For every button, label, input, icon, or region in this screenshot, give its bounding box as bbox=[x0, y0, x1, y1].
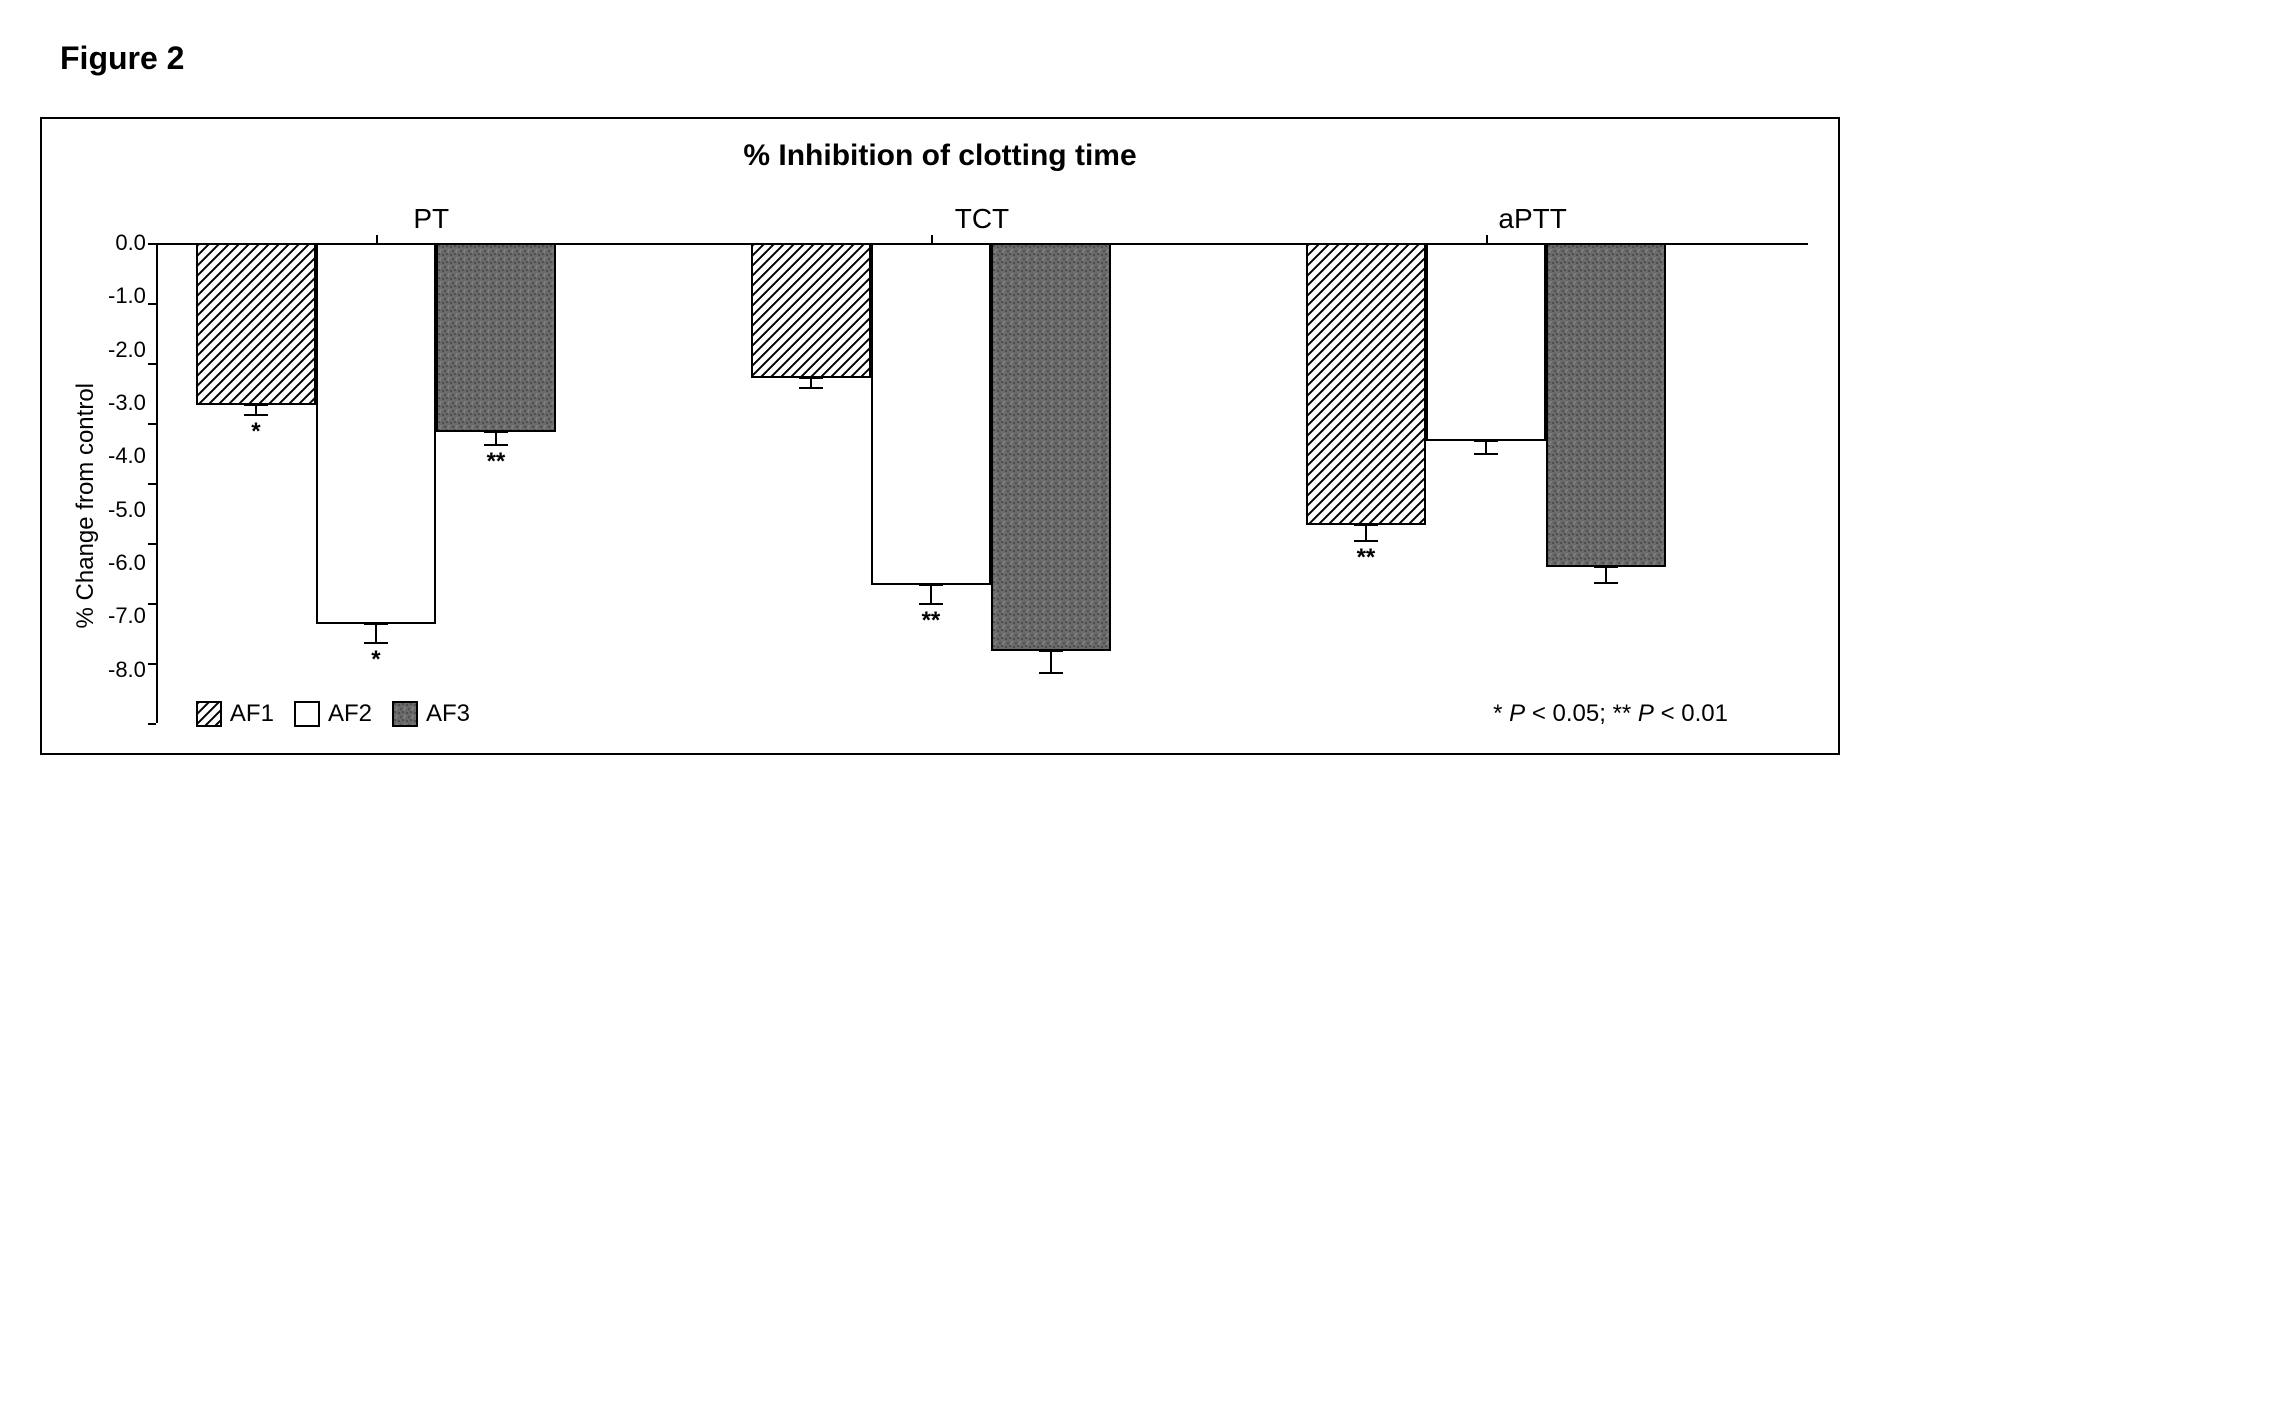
x-tick-mark bbox=[1486, 235, 1488, 243]
y-tick-label: 0.0 bbox=[108, 232, 146, 285]
y-tick-mark bbox=[148, 723, 156, 725]
y-tick-label: -4.0 bbox=[108, 445, 146, 498]
x-tick-mark bbox=[931, 235, 933, 243]
bar bbox=[1306, 243, 1426, 525]
legend-row: AF1 AF2 AF3 * P < 0.05; ** P < 0.01 bbox=[196, 700, 1808, 728]
significance-marker: * bbox=[316, 646, 436, 674]
cmp-1: < 0.05; bbox=[1525, 700, 1612, 727]
error-bar bbox=[1365, 525, 1367, 540]
error-cap bbox=[1474, 440, 1498, 442]
error-cap bbox=[1354, 540, 1378, 542]
error-bar bbox=[1050, 651, 1052, 672]
error-bar bbox=[930, 585, 932, 603]
legend-swatch bbox=[196, 701, 222, 727]
bar bbox=[871, 243, 991, 585]
error-cap bbox=[244, 414, 268, 416]
y-axis-ticks: 0.0-1.0-2.0-3.0-4.0-5.0-6.0-7.0-8.0 bbox=[108, 243, 146, 723]
legend-item: AF3 bbox=[392, 700, 470, 728]
bar bbox=[1426, 243, 1546, 441]
sig-single: * bbox=[1493, 700, 1509, 727]
error-cap bbox=[244, 404, 268, 406]
significance-marker: ** bbox=[436, 448, 556, 476]
error-bar bbox=[495, 432, 497, 444]
y-tick-label: -6.0 bbox=[108, 552, 146, 605]
bar bbox=[316, 243, 436, 624]
p-symbol-2: P bbox=[1638, 700, 1654, 727]
error-bar bbox=[375, 624, 377, 642]
error-cap bbox=[799, 377, 823, 379]
bar bbox=[751, 243, 871, 378]
error-cap bbox=[484, 444, 508, 446]
plot-area: PTTCTaPTT AF1AF2AF3 * P < 0.05; ** P < 0… bbox=[156, 203, 1808, 723]
error-cap bbox=[364, 623, 388, 625]
error-bar bbox=[810, 378, 812, 387]
plot-wrapper: % Change from control 0.0-1.0-2.0-3.0-4.… bbox=[72, 203, 1808, 723]
bar bbox=[1546, 243, 1666, 567]
error-cap bbox=[919, 603, 943, 605]
legend-label: AF3 bbox=[426, 700, 470, 728]
error-cap bbox=[799, 387, 823, 389]
error-bar bbox=[255, 405, 257, 414]
significance-marker: ** bbox=[871, 607, 991, 635]
chart-frame: % Inhibition of clotting time % Change f… bbox=[40, 117, 1840, 755]
y-tick-label: -7.0 bbox=[108, 605, 146, 658]
y-tick-label: -8.0 bbox=[108, 659, 146, 712]
error-bar bbox=[1485, 441, 1487, 453]
y-tick-label: -2.0 bbox=[108, 339, 146, 392]
legend-item: AF2 bbox=[294, 700, 372, 728]
y-tick-label: -5.0 bbox=[108, 499, 146, 552]
bar bbox=[196, 243, 316, 405]
error-cap bbox=[1594, 582, 1618, 584]
significance-marker: ** bbox=[1306, 544, 1426, 572]
group-label: PT bbox=[156, 203, 707, 243]
legend-label: AF1 bbox=[230, 700, 274, 728]
bar bbox=[436, 243, 556, 432]
significance-marker: * bbox=[196, 418, 316, 446]
legend-item: AF1 bbox=[196, 700, 274, 728]
error-bar bbox=[1605, 567, 1607, 582]
y-tick-mark bbox=[148, 603, 156, 605]
error-cap bbox=[1039, 650, 1063, 652]
y-tick-mark bbox=[148, 363, 156, 365]
y-tick-mark bbox=[148, 303, 156, 305]
y-tick-mark bbox=[148, 243, 156, 245]
bar bbox=[991, 243, 1111, 651]
p-symbol-1: P bbox=[1509, 700, 1525, 727]
y-tick-mark bbox=[148, 543, 156, 545]
error-cap bbox=[1039, 672, 1063, 674]
legend-label: AF2 bbox=[328, 700, 372, 728]
y-tick-mark bbox=[148, 423, 156, 425]
x-tick-mark bbox=[376, 235, 378, 243]
y-tick-mark bbox=[148, 663, 156, 665]
error-cap bbox=[484, 431, 508, 433]
y-tick-label: -1.0 bbox=[108, 285, 146, 338]
y-tick-label: -3.0 bbox=[108, 392, 146, 445]
error-cap bbox=[1594, 566, 1618, 568]
group-labels-row: PTTCTaPTT bbox=[156, 203, 1808, 243]
y-axis-label: % Change from control bbox=[72, 383, 100, 628]
sig-double: ** bbox=[1613, 700, 1638, 727]
y-tick-mark bbox=[148, 483, 156, 485]
error-cap bbox=[1354, 524, 1378, 526]
legend-swatch bbox=[294, 701, 320, 727]
group-label: aPTT bbox=[1257, 203, 1808, 243]
pvalue-note: * P < 0.05; ** P < 0.01 bbox=[1493, 700, 1728, 728]
group-label: TCT bbox=[707, 203, 1258, 243]
error-cap bbox=[364, 642, 388, 644]
error-cap bbox=[919, 584, 943, 586]
chart-title: % Inhibition of clotting time bbox=[72, 139, 1808, 173]
figure-label: Figure 2 bbox=[60, 40, 2231, 77]
error-cap bbox=[1474, 453, 1498, 455]
legend-swatch bbox=[392, 701, 418, 727]
y-axis-line bbox=[156, 243, 158, 723]
cmp-2: < 0.01 bbox=[1654, 700, 1728, 727]
